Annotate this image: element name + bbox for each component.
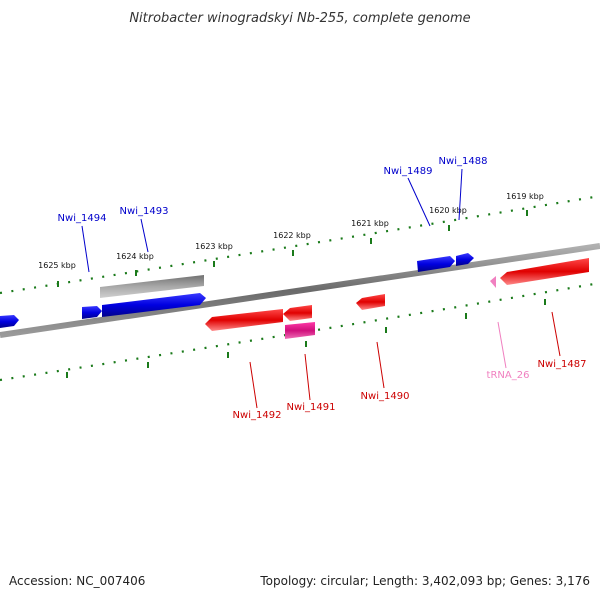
- label-nwi-1489: Nwi_1489: [384, 166, 433, 177]
- scale-label: 1621 kbp: [351, 219, 389, 228]
- gene-nwi-1491-magenta[interactable]: [285, 322, 315, 339]
- tick-mark: [66, 372, 68, 378]
- accession-text: Accession: NC_007406: [9, 574, 145, 588]
- map-title: Nitrobacter winogradskyi Nb-255, complet…: [129, 11, 470, 26]
- gene-nwi-1494[interactable]: [82, 306, 102, 319]
- genome-summary-text: Topology: circular; Length: 3,402,093 bp…: [259, 574, 590, 588]
- gene-nwi-1492[interactable]: [205, 309, 283, 331]
- scale-label: 1624 kbp: [116, 252, 154, 261]
- gene-nwi-1489[interactable]: [417, 256, 455, 272]
- gene-nwi-1487[interactable]: [500, 258, 589, 285]
- label-trna-26: tRNA_26: [487, 370, 530, 381]
- leader-line-nwi-1487: [551, 311, 561, 357]
- tick-mark: [135, 270, 137, 276]
- scale-label: 1625 kbp: [38, 261, 76, 270]
- tick-mark: [465, 313, 467, 319]
- leader-line-nwi-1489: [407, 177, 431, 227]
- leader-line-nwi-1491: [304, 353, 311, 401]
- gene-nwi-1490[interactable]: [356, 294, 385, 310]
- tick-mark: [526, 210, 528, 216]
- tick-mark: [385, 327, 387, 333]
- tick-mark: [370, 238, 372, 244]
- leader-line-nwi-1492: [249, 361, 258, 409]
- scale-label: 1623 kbp: [195, 242, 233, 251]
- tick-mark: [448, 225, 450, 231]
- tick-mark: [57, 281, 59, 287]
- leader-line-nwi-1488: [458, 168, 463, 221]
- label-nwi-1490: Nwi_1490: [361, 391, 410, 402]
- label-nwi-1487: Nwi_1487: [538, 359, 587, 370]
- label-nwi-1492: Nwi_1492: [233, 410, 282, 421]
- scale-labels: 1625 kbp 1624 kbp 1623 kbp 1622 kbp 1621…: [38, 192, 544, 270]
- leader-line-nwi-1493: [140, 218, 149, 253]
- leader-line-nwi-1490: [376, 341, 385, 389]
- leader-line-trna-26: [497, 321, 507, 369]
- label-nwi-1493: Nwi_1493: [120, 206, 169, 217]
- scale-label: 1619 kbp: [506, 192, 544, 201]
- upper-major-ticks: [57, 210, 528, 287]
- tick-mark: [213, 261, 215, 267]
- leader-line-nwi-1494: [81, 225, 90, 273]
- label-nwi-1488: Nwi_1488: [439, 156, 488, 167]
- tick-mark: [147, 362, 149, 368]
- gene-nwi-1493[interactable]: [102, 293, 206, 317]
- scale-label: 1620 kbp: [429, 206, 467, 215]
- gene-nwi-1491[interactable]: [283, 305, 312, 321]
- forward-gene-left-edge: [0, 315, 19, 328]
- tick-mark: [305, 341, 307, 347]
- tick-mark: [227, 352, 229, 358]
- lower-major-ticks: [66, 299, 546, 378]
- scale-label: 1622 kbp: [273, 231, 311, 240]
- gene-nwi-1488[interactable]: [456, 253, 474, 266]
- trna-26-feature[interactable]: [490, 276, 496, 288]
- tick-mark: [544, 299, 546, 305]
- genome-backbone: [0, 243, 600, 338]
- label-nwi-1494: Nwi_1494: [58, 213, 107, 224]
- gray-feature: [100, 275, 204, 298]
- tick-mark: [292, 250, 294, 256]
- label-nwi-1491: Nwi_1491: [287, 402, 336, 413]
